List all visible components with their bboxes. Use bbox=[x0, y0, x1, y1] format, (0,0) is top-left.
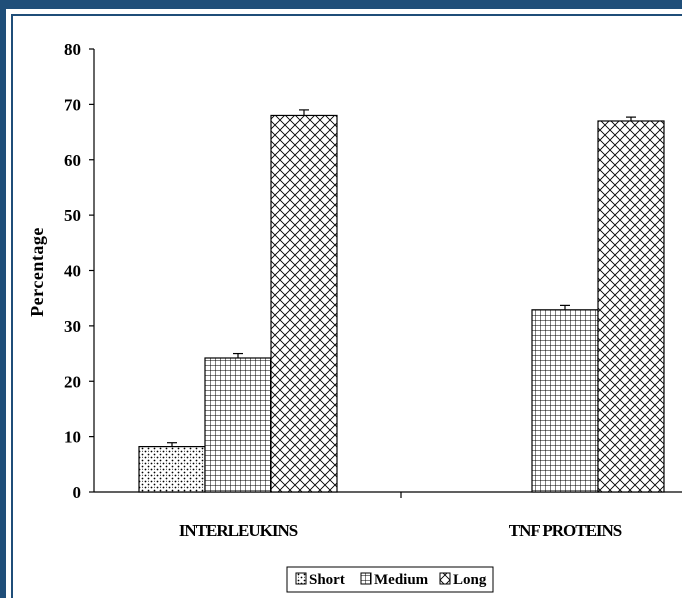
y-tick-label: 0 bbox=[73, 483, 82, 502]
legend-box bbox=[286, 566, 494, 593]
x-tick-label: TNF PROTEINS bbox=[509, 521, 622, 540]
y-axis-label: Percentage bbox=[27, 227, 47, 317]
outer-frame-left bbox=[0, 0, 6, 598]
y-tick-label: 20 bbox=[64, 372, 81, 391]
outer-frame-top bbox=[0, 0, 682, 9]
legend-swatch-medium bbox=[360, 572, 372, 585]
legend-label-long: Long bbox=[453, 572, 487, 588]
y-tick-label: 10 bbox=[64, 428, 81, 447]
legend-label-medium: Medium bbox=[374, 572, 429, 588]
legend: Short Medium Long bbox=[286, 566, 494, 593]
legend-swatch-long bbox=[439, 572, 451, 585]
legend-label-short: Short bbox=[309, 572, 345, 588]
bar-medium-1 bbox=[204, 357, 272, 493]
y-tick-label: 70 bbox=[64, 95, 81, 114]
axes: 0 10 20 30 40 50 60 70 80 Percentage INTERLEUKINS T… bbox=[27, 40, 682, 540]
bar-medium-2 bbox=[531, 309, 599, 493]
y-tick-label: 50 bbox=[64, 206, 81, 225]
bar-long-2 bbox=[597, 120, 665, 493]
bars bbox=[138, 109, 665, 493]
y-tick-label: 30 bbox=[64, 317, 81, 336]
y-tick-label: 80 bbox=[64, 40, 81, 59]
legend-swatch-short bbox=[295, 572, 307, 585]
inner-frame bbox=[11, 14, 682, 603]
bar-short-1 bbox=[138, 445, 206, 493]
bar-long-1 bbox=[270, 114, 338, 493]
x-tick-label: INTERLEUKINS bbox=[179, 521, 298, 540]
y-tick-label: 60 bbox=[64, 151, 81, 170]
y-tick-label: 40 bbox=[64, 262, 81, 281]
